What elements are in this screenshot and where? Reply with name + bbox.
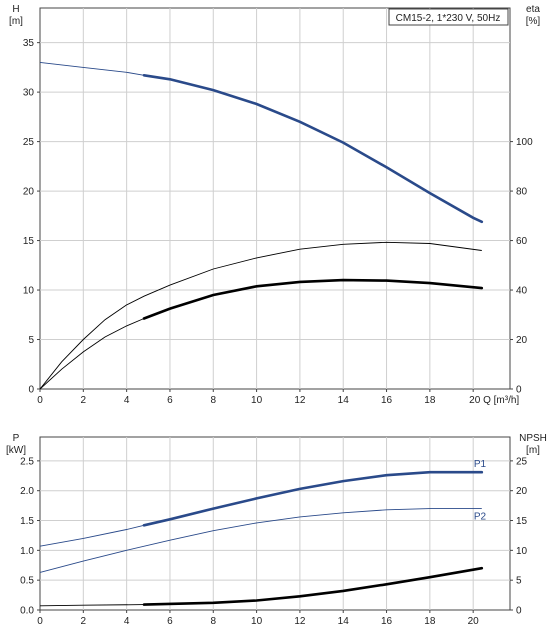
y-left-tick-label: 30 (23, 88, 35, 99)
x-tick-label: 8 (210, 616, 216, 627)
y-left-tick-label: 35 (23, 38, 35, 49)
y-left-tick-label: 25 (23, 137, 35, 148)
series-line-thin (39, 604, 145, 607)
y-right-tick-label: 100 (516, 137, 533, 148)
y-left-tick-label: 10 (23, 286, 35, 297)
y-right-tick-label: 15 (516, 516, 528, 527)
y-right-axis-label: NPSH (519, 433, 547, 444)
y-left-tick-label: 0 (28, 385, 34, 396)
series-line-thin (39, 524, 145, 547)
y-right-tick-label: 5 (516, 576, 522, 587)
y-right-tick-label: 60 (516, 236, 528, 247)
y-left-tick-label: 1.0 (20, 546, 34, 557)
x-tick-label: 14 (338, 616, 350, 627)
series-label: P2 (474, 512, 487, 523)
y-right-tick-label: 0 (516, 385, 522, 396)
y-left-axis-unit: [m] (9, 16, 23, 27)
series-line-thin (39, 241, 482, 390)
y-right-tick-label: 40 (516, 286, 528, 297)
x-tick-label: 16 (381, 395, 393, 406)
x-tick-label: 10 (251, 616, 263, 627)
y-right-tick-label: 20 (516, 486, 528, 497)
y-right-tick-label: 0 (516, 606, 522, 617)
x-tick-label: 10 (251, 395, 263, 406)
y-left-axis-label: P (13, 433, 20, 444)
y-left-tick-label: 5 (28, 335, 34, 346)
x-tick-label: 14 (338, 395, 350, 406)
series-line-thin (39, 61, 145, 76)
y-right-axis-label: eta (526, 4, 540, 15)
y-left-axis-unit: [kW] (6, 445, 26, 456)
y-left-axis-label: H (12, 4, 19, 15)
x-tick-label: 0 (37, 395, 43, 406)
x-tick-label: 16 (381, 616, 393, 627)
x-tick-label: 2 (81, 395, 87, 406)
series-line-thick (142, 566, 484, 606)
series-line-thin (39, 318, 145, 390)
x-tick-label: 2 (81, 616, 87, 627)
x-tick-label: 6 (167, 395, 173, 406)
y-right-axis-unit: [m] (526, 445, 540, 456)
x-tick-label: 12 (294, 616, 306, 627)
title-box (388, 8, 509, 26)
y-right-tick-label: 25 (516, 456, 528, 467)
series-label: P1 (474, 459, 487, 470)
x-tick-label: 12 (294, 395, 306, 406)
y-left-tick-label: 2.0 (20, 486, 34, 497)
head-efficiency-plot: 0 2 4 6 8 10 12 14 16 18 20 Q [m³/h]05101520253035… (9, 4, 540, 406)
x-tick-label: 20 (468, 616, 480, 627)
y-right-tick-label: 10 (516, 546, 528, 557)
series-line-thin (39, 508, 482, 573)
series-line-thick (142, 74, 484, 224)
x-tick-label: 18 (424, 395, 436, 406)
chart-title: CM15-2, 1*230 V, 50Hz (396, 13, 501, 24)
x-tick-label: 0 (37, 616, 43, 627)
x-tick-label: 4 (124, 395, 130, 406)
x-tick-label: 4 (124, 616, 130, 627)
y-right-tick-label: 80 (516, 187, 528, 198)
x-tick-label: 8 (210, 395, 216, 406)
y-left-tick-label: 1.5 (20, 516, 34, 527)
series-line-thick (142, 470, 484, 527)
x-tick-label: 18 (424, 616, 436, 627)
y-left-tick-label: 15 (23, 236, 35, 247)
y-left-tick-label: 0.0 (20, 606, 34, 617)
y-right-axis-unit: [%] (526, 16, 541, 27)
series-line-thick (142, 278, 484, 320)
y-left-tick-label: 0.5 (20, 576, 34, 587)
y-right-tick-label: 20 (516, 335, 528, 346)
x-tick-label: 20 Q [m³/h] (469, 395, 519, 406)
power-npsh-plot: 0 2 4 6 8 10 12 14 16 18 20 0.0 0.5 1.0 1.5 2.0 2.5 0 5 10 1… (6, 433, 547, 627)
plot-frame (39, 436, 511, 611)
y-left-tick-label: 20 (23, 187, 35, 198)
x-tick-label: 6 (167, 616, 173, 627)
y-left-tick-label: 2.5 (20, 456, 34, 467)
